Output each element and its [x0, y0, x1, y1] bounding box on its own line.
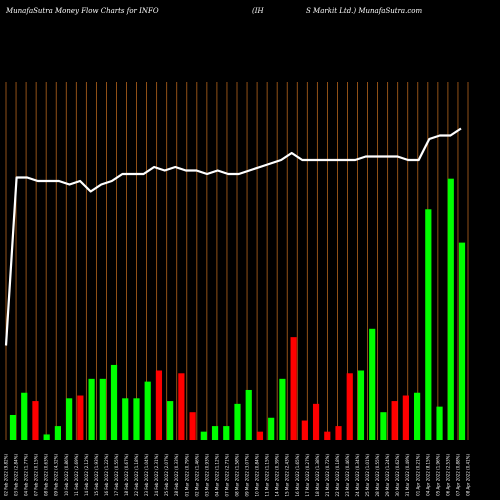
x-tick-label: 31 Mar 2022 (0.49%) [405, 454, 410, 497]
bar-up [234, 403, 241, 440]
bar-up [54, 426, 61, 440]
bar-down [402, 395, 409, 440]
x-tick-label: 08 Mar 2022 (1.58%) [235, 454, 240, 497]
x-tick-label: 04 Feb 2022 (1.77%) [24, 454, 29, 496]
x-tick-label: 09 Mar 2022 (3.07%) [245, 454, 250, 497]
x-tick-label: 21 Mar 2022 (0.72%) [325, 454, 330, 497]
bar-down [256, 431, 264, 440]
x-tick-label: 14 Mar 2022 (0.39%) [275, 454, 280, 497]
x-tick-label: 07 Mar 2022 (2.71%) [224, 454, 229, 497]
x-tick-label: 02 Feb 2022 (9.82%) [4, 454, 9, 496]
x-tick-label: 22 Feb 2022 (1.18%) [134, 454, 139, 496]
x-tick-label: 16 Feb 2022 (1.22%) [104, 454, 109, 496]
bar-up [436, 406, 443, 440]
x-tick-label: 16 Mar 2022 (1.65%) [295, 454, 300, 497]
bar-up [245, 389, 252, 440]
bar-down [77, 395, 84, 440]
bar-down [189, 412, 196, 440]
x-tick-label: 05 Apr 2022 (1.96%) [435, 454, 440, 496]
x-tick-label: 10 Mar 2022 (0.84%) [255, 454, 260, 497]
bar-up [43, 434, 50, 440]
bar-up [380, 412, 387, 440]
x-tick-label: 07 Apr 2022 (0.88%) [455, 454, 460, 496]
bar-down [155, 370, 163, 440]
x-tick-label: 04 Mar 2022 (1.12%) [214, 454, 219, 497]
bar-down [301, 420, 308, 440]
bar-down [346, 373, 353, 440]
bar-up [88, 378, 95, 440]
bar-down [391, 401, 398, 440]
bar-down [32, 401, 39, 440]
x-tick-label: 24 Mar 2022 (0.34%) [355, 454, 360, 497]
bar-up [447, 178, 454, 440]
bar-up [9, 414, 17, 440]
x-tick-label: 17 Feb 2022 (0.55%) [114, 454, 119, 496]
chart-title-right: S Markit Ltd.) MunafaSutra.com [306, 7, 422, 15]
x-tick-label: 15 Feb 2022 (1.93%) [94, 454, 99, 496]
x-tick-label: 11 Feb 2022 (2.69%) [74, 454, 79, 496]
bar-down [178, 373, 185, 440]
x-tick-label: 08 Apr 2022 (0.41%) [466, 454, 471, 496]
x-tick-label: 30 Mar 2022 (0.62%) [395, 454, 400, 497]
x-tick-label: 02 Mar 2022 (1.46%) [194, 454, 199, 497]
bar-down [324, 431, 331, 440]
x-tick-label: 25 Feb 2022 (2.07%) [164, 454, 169, 496]
bar-up [110, 364, 118, 440]
x-tick-label: 23 Mar 2022 (0.46%) [345, 454, 350, 497]
bar-up [144, 381, 151, 440]
bar-down [312, 403, 320, 440]
bar-up [167, 401, 174, 440]
money-flow-bars [9, 178, 466, 440]
chart-title-left: MunafaSutra Money Flow Charts for INFO [5, 7, 159, 15]
x-tick-label: 22 Mar 2022 (0.18%) [335, 454, 340, 497]
x-tick-label: 04 Apr 2022 (8.15%) [425, 454, 430, 496]
bar-up [414, 392, 421, 440]
bar-up [66, 398, 73, 440]
x-tick-label: 28 Feb 2022 (0.33%) [174, 454, 179, 496]
x-tick-label: 17 Mar 2022 (0.27%) [305, 454, 310, 497]
x-tick-label: 29 Mar 2022 (1.24%) [385, 454, 390, 497]
x-tick-label: 24 Feb 2022 (2.31%) [154, 454, 159, 496]
x-tick-label: 09 Feb 2022 (4.32%) [54, 454, 59, 496]
bar-up [200, 431, 207, 440]
x-tick-label: 14 Feb 2022 (2.12%) [84, 454, 89, 496]
x-tick-label: 11 Mar 2022 (1.15%) [265, 454, 270, 497]
bar-up [223, 426, 230, 440]
x-tick-label: 06 Apr 2022 (2.53%) [445, 454, 450, 496]
bar-up [133, 398, 140, 440]
bar-up [458, 242, 466, 440]
bar-down [335, 426, 342, 440]
x-tick-label: 18 Feb 2022 (0.67%) [124, 454, 129, 496]
bar-up [369, 328, 376, 440]
x-tick-label: 01 Mar 2022 (0.79%) [184, 454, 189, 497]
x-tick-label: 28 Mar 2022 (0.55%) [375, 454, 380, 497]
bar-down [290, 337, 297, 440]
x-axis-tick-labels: 02 Feb 2022 (9.82%) 03 Feb 2022 (2.84%) 04… [4, 454, 471, 497]
x-tick-label: 07 Feb 2022 (0.15%) [34, 454, 39, 496]
x-tick-label: 25 Mar 2022 (1.01%) [365, 454, 370, 497]
bar-up [21, 392, 28, 440]
x-tick-label: 18 Mar 2022 (1.38%) [315, 454, 320, 497]
x-tick-label: 03 Mar 2022 (0.93%) [204, 454, 209, 497]
x-tick-label: 08 Feb 2022 (0.63%) [44, 454, 49, 496]
bar-up [268, 417, 275, 440]
bar-up [211, 426, 219, 440]
bar-up [425, 209, 432, 440]
chart-title-mid: (IH [252, 7, 264, 15]
x-tick-label: 23 Feb 2022 (1.04%) [144, 454, 149, 496]
bar-up [279, 378, 286, 440]
x-tick-label: 03 Feb 2022 (2.84%) [14, 454, 19, 496]
x-tick-label: 01 Apr 2022 (0.21%) [415, 454, 420, 496]
bar-up [357, 370, 365, 440]
x-tick-label: 10 Feb 2022 (0.86%) [64, 454, 69, 496]
price-line [4, 127, 462, 346]
bar-up [122, 398, 129, 440]
bar-up [99, 378, 106, 440]
x-tick-label: 15 Mar 2022 (2.43%) [285, 454, 290, 497]
